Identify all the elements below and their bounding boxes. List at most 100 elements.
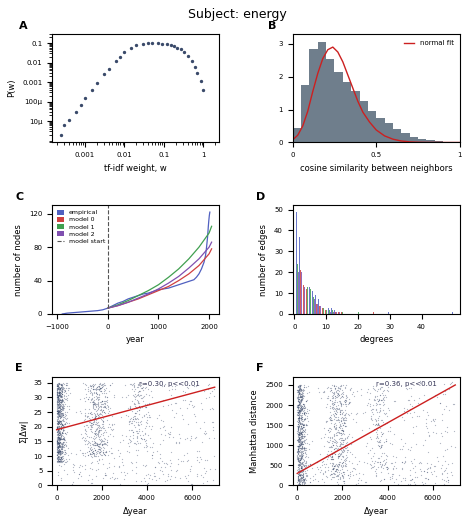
Point (298, 458, 306, 466)
Point (99, 440, 107, 448)
Point (94, 412, 102, 421)
Point (301, 402, 308, 410)
Point (295, 390, 302, 398)
Point (378, 441, 385, 449)
Point (106, 462, 113, 471)
Point (64, 443, 72, 452)
Point (423, 465, 431, 473)
Point (330, 411, 338, 420)
Point (55, 389, 63, 397)
Point (301, 456, 308, 465)
Point (333, 465, 341, 473)
Point (56, 388, 64, 397)
Point (89, 440, 97, 448)
Point (327, 454, 335, 462)
Point (116, 438, 123, 447)
Point (145, 431, 152, 439)
Point (94, 410, 101, 419)
Point (330, 473, 338, 481)
Point (57, 407, 65, 416)
Point (164, 470, 172, 479)
Point (332, 441, 340, 449)
Point (342, 454, 350, 462)
Point (299, 408, 306, 417)
Point (367, 416, 375, 424)
Point (62, 458, 69, 466)
Point (59, 421, 67, 429)
Point (385, 406, 392, 414)
Bar (309, 287, 310, 314)
Point (165, 430, 173, 438)
Point (54, 391, 61, 399)
Point (297, 429, 305, 437)
Point (367, 406, 375, 414)
Point (196, 424, 204, 432)
Point (55, 457, 63, 465)
Point (379, 396, 386, 404)
Point (331, 384, 338, 393)
Point (86, 418, 93, 426)
Point (94, 402, 101, 410)
Point (372, 471, 380, 480)
Point (135, 418, 142, 426)
Point (297, 441, 305, 449)
Bar (339, 312, 340, 314)
Point (294, 413, 302, 422)
Point (166, 456, 174, 464)
Point (337, 460, 345, 469)
Point (59, 426, 67, 434)
Point (91, 438, 98, 447)
Point (88, 421, 95, 430)
Point (53, 443, 61, 451)
Point (56, 385, 64, 393)
Point (296, 389, 303, 397)
Point (104, 416, 111, 424)
Point (95, 445, 102, 454)
Point (401, 458, 409, 467)
Point (136, 387, 144, 396)
Point (323, 449, 331, 458)
Point (59, 454, 67, 462)
Point (297, 438, 305, 447)
Point (100, 385, 108, 393)
Point (100, 424, 108, 433)
Point (206, 465, 214, 473)
Point (80, 416, 88, 424)
Point (94, 465, 102, 473)
Point (93, 409, 101, 417)
Point (59, 401, 67, 409)
Point (296, 461, 304, 469)
Point (95, 456, 103, 465)
Point (372, 420, 380, 429)
Point (332, 465, 340, 473)
Point (54, 380, 62, 388)
Point (88, 421, 95, 429)
Point (54, 420, 62, 428)
Point (306, 459, 314, 468)
Point (86, 481, 94, 489)
Point (326, 413, 334, 422)
Point (58, 442, 66, 450)
Point (135, 399, 143, 408)
Point (296, 398, 304, 407)
Point (55, 391, 63, 399)
Point (302, 420, 310, 429)
Point (126, 404, 134, 412)
Point (56, 388, 64, 396)
Point (55, 400, 63, 408)
Point (57, 419, 65, 428)
Point (185, 381, 193, 389)
Point (56, 442, 64, 450)
Point (368, 444, 376, 452)
Point (301, 448, 309, 456)
Point (329, 459, 337, 467)
Point (297, 385, 305, 393)
Point (63, 449, 70, 457)
Point (55, 406, 63, 414)
Point (301, 414, 308, 423)
Point (89, 383, 97, 391)
Point (294, 480, 302, 488)
Point (377, 462, 384, 471)
Point (296, 400, 304, 408)
Point (57, 445, 65, 453)
